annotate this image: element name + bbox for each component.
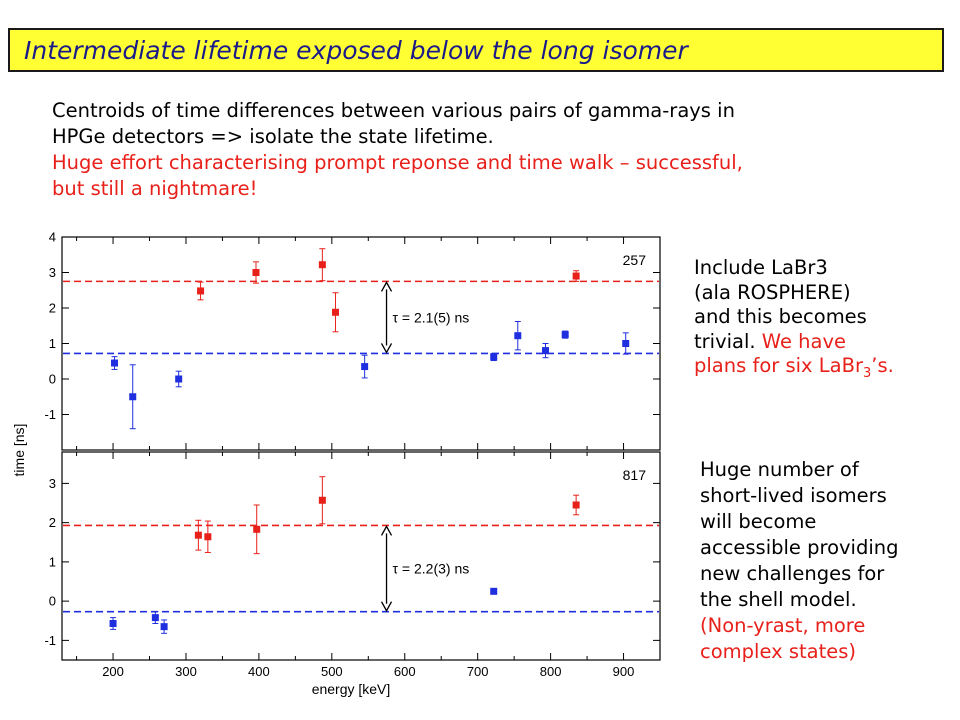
y-tick-label: 3 [49, 265, 56, 280]
side-bottom-line-3: will become [700, 510, 817, 533]
data-point-blue [160, 623, 168, 631]
data-point-red [572, 501, 580, 509]
y-tick-label: 2 [49, 301, 56, 316]
data-point-red [572, 272, 580, 280]
data-point-blue [111, 359, 119, 367]
side-bottom-line-6: the shell model. [700, 588, 857, 611]
y-tick-label: 4 [49, 230, 56, 245]
x-tick-label: 800 [540, 664, 562, 679]
intro-text: Centroids of time differences between va… [52, 98, 942, 202]
y-tick-label: 2 [49, 515, 56, 530]
panel-top: -1 0 1 2 3 4 τ = 2.1(5) ns 257 [44, 230, 661, 451]
side-top-line-4: trivial. We have [694, 330, 894, 355]
data-point-blue [175, 375, 183, 383]
x-tick-label: 600 [394, 664, 416, 679]
intro-line-2: HPGe detectors => isolate the state life… [52, 125, 494, 148]
tau-arrow-head-up [380, 281, 393, 292]
side-top-line-5-post: ’s. [871, 354, 894, 377]
side-top-line-5: plans for six LaBr3’s. [694, 354, 894, 386]
slide-title: Intermediate lifetime exposed below the … [24, 36, 688, 65]
panel-tag: 257 [623, 252, 647, 268]
panel-frame [61, 236, 661, 451]
data-point-blue [109, 620, 117, 628]
x-tick-label: 700 [467, 664, 489, 679]
intro-red-line-1: Huge effort characterising prompt repons… [52, 151, 743, 174]
data-point-red [318, 496, 326, 504]
data-point-red [331, 308, 339, 316]
data-point-red [252, 269, 260, 276]
side-note-isomers: Huge number of short-lived isomers will … [700, 457, 899, 665]
data-point-blue [151, 614, 159, 622]
side-top-line-4-black: trivial. [694, 329, 756, 353]
data-point-red [253, 525, 261, 533]
panel-tag: 817 [623, 467, 647, 483]
tau-arrow-head-down [380, 601, 393, 613]
intro-line-1: Centroids of time differences between va… [52, 99, 735, 122]
y-axis-label: time [ns] [11, 424, 27, 477]
panel-bottom: -1 0 1 2 3 200 300 400 500 600 700 800 900 τ = 2.2(3)… [44, 451, 661, 679]
side-bottom-line-2: short-lived isomers [700, 484, 887, 507]
side-bottom-line-4: accessible providing [700, 536, 899, 559]
tau-label: τ = 2.1(5) ns [393, 309, 470, 325]
tau-arrow-head-down [380, 343, 393, 354]
data-point-blue [129, 393, 137, 401]
side-top-line-5-sub: 3 [863, 365, 872, 381]
side-top-line-2: (ala ROSPHERE) [694, 280, 851, 304]
side-top-line-4-red: We have [755, 329, 846, 353]
side-note-labr3: Include LaBr3 (ala ROSPHERE) and this be… [694, 256, 894, 386]
data-point-red [204, 533, 212, 541]
y-tick-label: 3 [49, 476, 56, 491]
title-bar: Intermediate lifetime exposed below the … [8, 28, 944, 72]
data-point-blue [490, 353, 498, 361]
y-tick-label: -1 [44, 407, 56, 422]
data-point-blue [561, 331, 569, 339]
x-tick-label: 200 [102, 664, 124, 679]
y-tick-label: 0 [49, 594, 56, 609]
side-top-line-1: Include LaBr3 [694, 256, 828, 279]
side-bottom-line-5: new challenges for [700, 562, 885, 585]
x-axis-label: energy [keV] [312, 681, 391, 697]
x-tick-label: 300 [175, 664, 197, 679]
data-point-blue [490, 587, 498, 595]
x-tick-label: 400 [248, 664, 270, 679]
intro-red-line-2: but still a nightmare! [52, 177, 258, 200]
data-point-blue [514, 332, 522, 340]
panel-frame [61, 451, 661, 661]
data-point-blue [361, 363, 369, 371]
data-point-blue [622, 340, 630, 347]
data-point-red [194, 531, 202, 539]
data-point-red [197, 287, 205, 295]
tau-arrow-head-up [380, 525, 393, 536]
y-tick-label: -1 [44, 633, 56, 648]
data-point-red [318, 261, 326, 269]
x-tick-label: 500 [321, 664, 343, 679]
side-top-line-5-pre: plans for six LaBr [694, 354, 863, 377]
data-point-blue [542, 347, 550, 355]
side-bottom-red-line-2: complex states) [700, 640, 856, 663]
y-tick-label: 0 [49, 372, 56, 387]
y-tick-label: 1 [49, 554, 56, 569]
side-bottom-line-1: Huge number of [700, 458, 859, 481]
side-bottom-red-line-1: (Non-yrast, more [700, 614, 866, 637]
side-top-line-3: and this becomes [694, 305, 867, 328]
y-tick-label: 1 [49, 336, 56, 351]
tau-label: τ = 2.2(3) ns [393, 561, 470, 577]
x-tick-label: 900 [613, 664, 635, 679]
